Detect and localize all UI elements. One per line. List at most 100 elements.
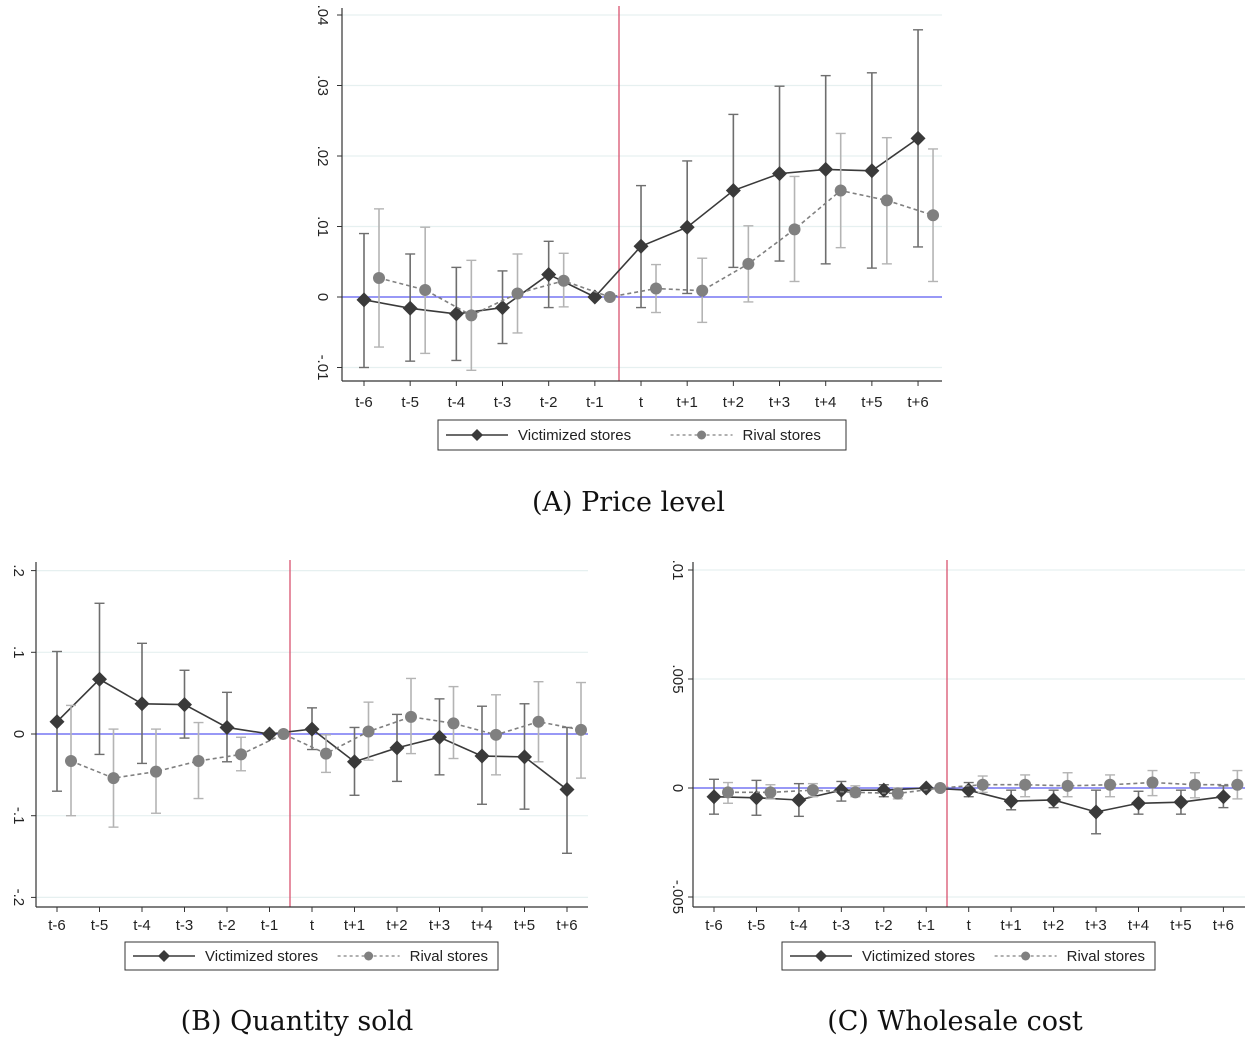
victimized-point (389, 740, 405, 756)
victimized-point (219, 719, 235, 735)
legend-circle-icon (1021, 951, 1031, 961)
rival-point (405, 710, 417, 723)
legend-victimized-label: Victimized stores (862, 948, 975, 965)
y-tick-label: -.2 (10, 889, 27, 907)
x-tick-label: t-3 (833, 917, 851, 934)
rival-point (849, 786, 862, 799)
victimized-point (559, 782, 575, 798)
x-tick-label: t+4 (1128, 917, 1149, 934)
x-tick-label: t+1 (344, 917, 365, 934)
legend-rival-label: Rival stores (743, 427, 821, 444)
y-tick-label: .01 (314, 216, 331, 237)
legend-circle-icon (697, 430, 707, 440)
x-tick-label: t-1 (917, 917, 935, 934)
rival-point (1146, 776, 1159, 789)
legend-box (437, 419, 847, 451)
rival-point (320, 747, 332, 760)
chart-quantity-sold: -.2 -.1 0 .1 .2 t-6 t-5 t-4 t-3 t-2 t-1 t t+1 t+2 t+3 t… (10, 560, 588, 971)
rival-point (880, 194, 893, 207)
victimized-point (1131, 795, 1146, 811)
x-tick-label: t (310, 917, 315, 934)
rival-point (575, 723, 587, 736)
y-tick-label: .01 (669, 560, 686, 581)
x-tick-label: t+5 (514, 917, 535, 934)
rival-point (511, 287, 524, 300)
legend-victimized-label: Victimized stores (205, 948, 318, 965)
x-tick-label: t+6 (1213, 917, 1234, 934)
x-tick-label: t-6 (48, 917, 66, 934)
x-tick-label: t+1 (677, 394, 698, 411)
rival-point (107, 772, 120, 785)
y-tick-label: .1 (10, 646, 27, 659)
x-tick-label: t+2 (386, 917, 407, 934)
victimized-point (706, 789, 722, 805)
victimized-point (818, 161, 834, 177)
caption-wholesale-cost: (C) Wholesale cost (827, 1006, 1083, 1037)
y-tick-label: .04 (314, 5, 331, 26)
x-tick-label: t-2 (540, 394, 558, 411)
victimized-point (495, 300, 511, 316)
victimized-point (1088, 804, 1104, 820)
x-tick-label: t-5 (401, 394, 419, 411)
legend-rival-label: Rival stores (1067, 948, 1145, 965)
rival-point (934, 782, 947, 794)
x-tick-label: t (967, 917, 972, 934)
rival-point (1061, 779, 1074, 792)
victimized-point (587, 289, 603, 305)
victimized-point (961, 782, 977, 798)
x-tick-label: t+3 (1085, 917, 1106, 934)
legend-diamond-icon (158, 950, 170, 962)
x-tick-label: t-4 (448, 394, 466, 411)
x-tick-label: t+5 (861, 394, 882, 411)
victimized-point (304, 721, 320, 737)
legend-circle-icon (364, 951, 374, 961)
x-tick-label: t-6 (705, 917, 723, 934)
x-tick-label: t+5 (1170, 917, 1191, 934)
x-tick-label: t-2 (875, 917, 893, 934)
legend-victimized-label: Victimized stores (518, 427, 631, 444)
x-tick-label: t+4 (815, 394, 836, 411)
rival-point (419, 283, 432, 296)
rival-point (696, 284, 709, 297)
x-tick-label: t+2 (723, 394, 744, 411)
x-tick-label: t-6 (355, 394, 373, 411)
victimized-point (679, 219, 695, 235)
rival-point (465, 309, 478, 322)
rival-point (490, 728, 502, 741)
legend-diamond-icon (815, 950, 827, 962)
victimized-point (772, 166, 788, 182)
x-tick-label: t+3 (769, 394, 790, 411)
x-tick-label: t+4 (471, 917, 492, 934)
rival-point (362, 725, 375, 738)
victimized-point (833, 782, 849, 798)
x-tick-label: t-3 (494, 394, 512, 411)
rival-point (764, 786, 777, 799)
victimized-point (1215, 789, 1231, 805)
x-tick-label: t-2 (218, 917, 236, 934)
rival-point (891, 787, 904, 800)
victimized-point (541, 266, 557, 282)
x-tick-label: t-3 (176, 917, 194, 934)
victimized-point (864, 163, 880, 179)
victimized-point (356, 292, 372, 308)
victimized-point (748, 790, 764, 806)
rival-point (532, 715, 545, 728)
y-tick-label: -.005 (669, 880, 686, 914)
rival-point (150, 765, 162, 778)
rival-point (235, 748, 247, 761)
y-tick-label: .02 (314, 146, 331, 167)
victimized-point (791, 792, 807, 808)
rival-point (192, 754, 205, 767)
victimized-point (1173, 794, 1189, 810)
rival-point (788, 223, 801, 236)
x-tick-label: t+6 (907, 394, 928, 411)
y-tick-label: 0 (669, 784, 686, 792)
x-tick-label: t-1 (261, 917, 279, 934)
rival-point (1231, 778, 1244, 791)
rival-point (806, 784, 819, 797)
victimized-point (134, 696, 150, 712)
y-tick-label: 0 (10, 730, 27, 738)
legend-rival-label: Rival stores (410, 948, 488, 965)
y-tick-label: -.01 (314, 355, 331, 381)
legend: Victimized stores Rival stores (437, 419, 847, 451)
